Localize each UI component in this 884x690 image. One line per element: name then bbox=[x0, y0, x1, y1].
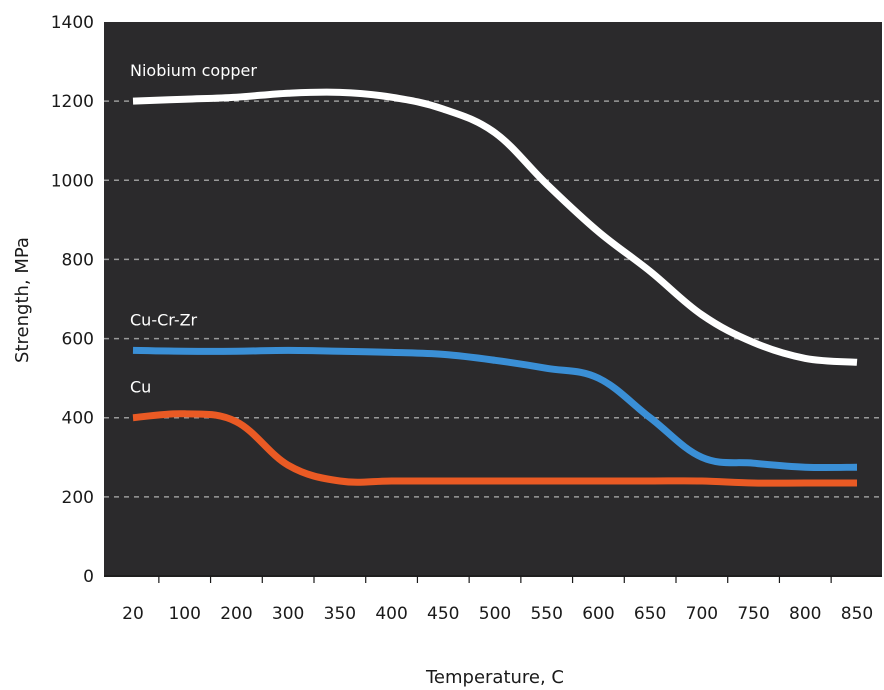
x-tick-label: 350 bbox=[324, 604, 356, 624]
series-label-cu-cr-zr: Cu-Cr-Zr bbox=[130, 310, 198, 329]
series-line-niobium-copper bbox=[132, 88, 858, 366]
x-tick-label: 750 bbox=[737, 604, 769, 624]
x-tick-label: 450 bbox=[427, 604, 459, 624]
x-axis-label: Temperature, C bbox=[425, 667, 564, 688]
x-tick-label: 500 bbox=[479, 604, 511, 624]
x-tick-label: 300 bbox=[272, 604, 304, 624]
x-tick-label: 850 bbox=[841, 604, 873, 624]
y-tick-label: 1400 bbox=[51, 13, 94, 33]
y-tick-label: 1000 bbox=[51, 171, 94, 191]
x-tick-label: 600 bbox=[582, 604, 614, 624]
x-tick-label: 700 bbox=[686, 604, 718, 624]
y-tick-label: 1200 bbox=[51, 92, 94, 112]
x-tick-label: 800 bbox=[789, 604, 821, 624]
x-ticks: 20 100 200 300 350 400 450 500 550 600 650 700 750 80… bbox=[122, 576, 873, 624]
x-tick-label: 650 bbox=[634, 604, 666, 624]
y-tick-label: 0 bbox=[83, 567, 94, 587]
x-tick-label: 550 bbox=[530, 604, 562, 624]
x-tick-label: 400 bbox=[375, 604, 407, 624]
series-lines bbox=[132, 88, 858, 487]
x-tick-label: 200 bbox=[220, 604, 252, 624]
y-tick-label: 600 bbox=[62, 330, 94, 350]
series-label-cu: Cu bbox=[130, 378, 151, 397]
series-label-niobium-copper: Niobium copper bbox=[130, 61, 257, 80]
y-ticks: 0 200 400 600 800 1000 1200 1400 bbox=[51, 13, 94, 587]
series-labels: Niobium copper Cu-Cr-Zr Cu bbox=[130, 61, 257, 397]
y-tick-label: 800 bbox=[62, 250, 94, 270]
series-line-cu-cr-zr bbox=[132, 346, 858, 472]
plot-background bbox=[104, 22, 882, 577]
series-line-cu bbox=[132, 410, 857, 487]
y-tick-label: 400 bbox=[62, 409, 94, 429]
y-axis-label: Strength, MPa bbox=[12, 237, 33, 363]
y-tick-label: 200 bbox=[62, 488, 94, 508]
x-tick-label: 100 bbox=[168, 604, 200, 624]
x-tick-label: 20 bbox=[122, 604, 144, 624]
